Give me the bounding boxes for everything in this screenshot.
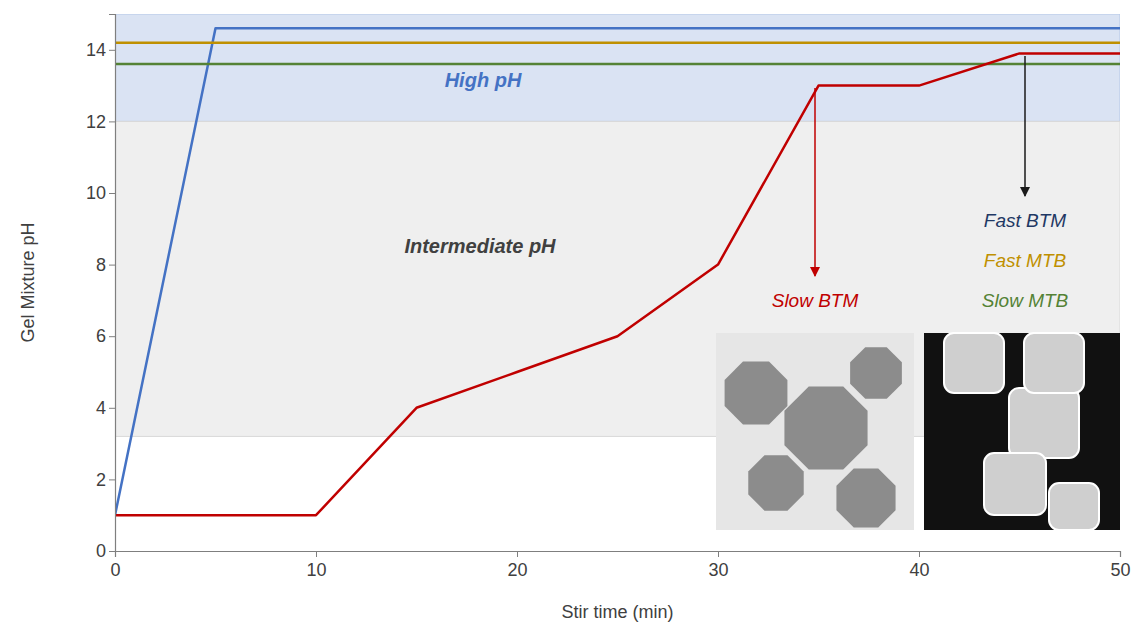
tick-label: 14 <box>86 40 106 60</box>
tick-label: 30 <box>708 560 728 580</box>
tem-image <box>716 333 914 530</box>
tick: 14 <box>86 40 115 60</box>
tick-label: 0 <box>110 560 120 580</box>
tem-particle <box>836 468 895 527</box>
series-line <box>115 41 1120 44</box>
tick: 0 <box>96 541 115 561</box>
band-label: High pH <box>445 69 522 91</box>
tick-label: 10 <box>306 560 326 580</box>
tick: 8 <box>96 255 115 275</box>
tem-particle <box>784 386 867 469</box>
series-line <box>115 28 1120 515</box>
tem-particle <box>850 347 902 399</box>
tick: 2 <box>96 470 115 490</box>
x-axis-title: Stir time (min) <box>562 602 674 622</box>
lines <box>115 28 1120 515</box>
tick: 10 <box>306 551 326 580</box>
tick: 10 <box>86 183 115 203</box>
tick-label: 10 <box>86 183 106 203</box>
y-axis: 0 2 4 6 8 10 12 14 <box>86 15 116 562</box>
micrographs <box>716 333 1120 530</box>
tem-particle <box>748 455 803 510</box>
ph-band <box>115 121 1120 436</box>
tick-label: 8 <box>96 255 106 275</box>
series-label: Slow MTB <box>982 290 1069 311</box>
tick: 4 <box>96 398 115 418</box>
tick-mark <box>115 551 116 557</box>
axis-line <box>109 15 116 552</box>
axis-line <box>116 552 1121 558</box>
tick-label: 20 <box>507 560 527 580</box>
series-line <box>115 53 1120 515</box>
tick-mark <box>109 193 115 194</box>
tem-particle <box>725 362 788 425</box>
tick: 12 <box>86 112 115 132</box>
arrow <box>814 88 816 276</box>
band-label: Intermediate pH <box>404 235 556 257</box>
tick-label: 2 <box>96 470 106 490</box>
tick-mark <box>718 551 719 557</box>
tick: 6 <box>96 326 115 346</box>
tick: 40 <box>909 551 929 580</box>
tick-label: 0 <box>96 541 106 561</box>
chart: 0 2 4 6 8 10 12 14 0 10 20 30 40 50 Stir time (min) Gel… <box>0 0 1138 634</box>
tick-mark <box>109 121 115 122</box>
tick-mark <box>517 551 518 557</box>
series-label: Slow BTM <box>772 290 859 311</box>
tick-label: 12 <box>86 112 106 132</box>
tick: 50 <box>1110 551 1130 580</box>
sem-particle <box>984 453 1046 515</box>
tick: 20 <box>507 551 527 580</box>
tick-label: 6 <box>96 326 106 346</box>
x-axis: 0 10 20 30 40 50 <box>110 551 1130 580</box>
tick: 30 <box>708 551 728 580</box>
y-axis-title: Gel Mixture pH <box>18 222 38 342</box>
arrow <box>1024 56 1026 196</box>
series-label: Fast BTM <box>984 210 1067 231</box>
tick-label: 4 <box>96 398 106 418</box>
sem-particle <box>944 333 1004 393</box>
sem-particle <box>1009 388 1079 458</box>
tick-mark <box>1120 551 1121 557</box>
tick-mark <box>109 336 115 337</box>
sem-particle <box>1024 333 1084 393</box>
tick-mark <box>109 50 115 51</box>
tick-mark <box>109 408 115 409</box>
sem-particle <box>1049 483 1099 530</box>
tick-label: 40 <box>909 560 929 580</box>
series-line <box>115 63 1120 66</box>
ph-band <box>115 14 1120 121</box>
tick-mark <box>109 265 115 266</box>
tick: 0 <box>110 551 120 580</box>
tick-mark <box>109 551 115 552</box>
tick-mark <box>109 479 115 480</box>
series-label: Fast MTB <box>984 250 1067 271</box>
tick-mark <box>919 551 920 557</box>
tick-label: 50 <box>1110 560 1130 580</box>
sem-image <box>924 333 1120 530</box>
bands <box>115 14 1120 436</box>
tick-mark <box>316 551 317 557</box>
